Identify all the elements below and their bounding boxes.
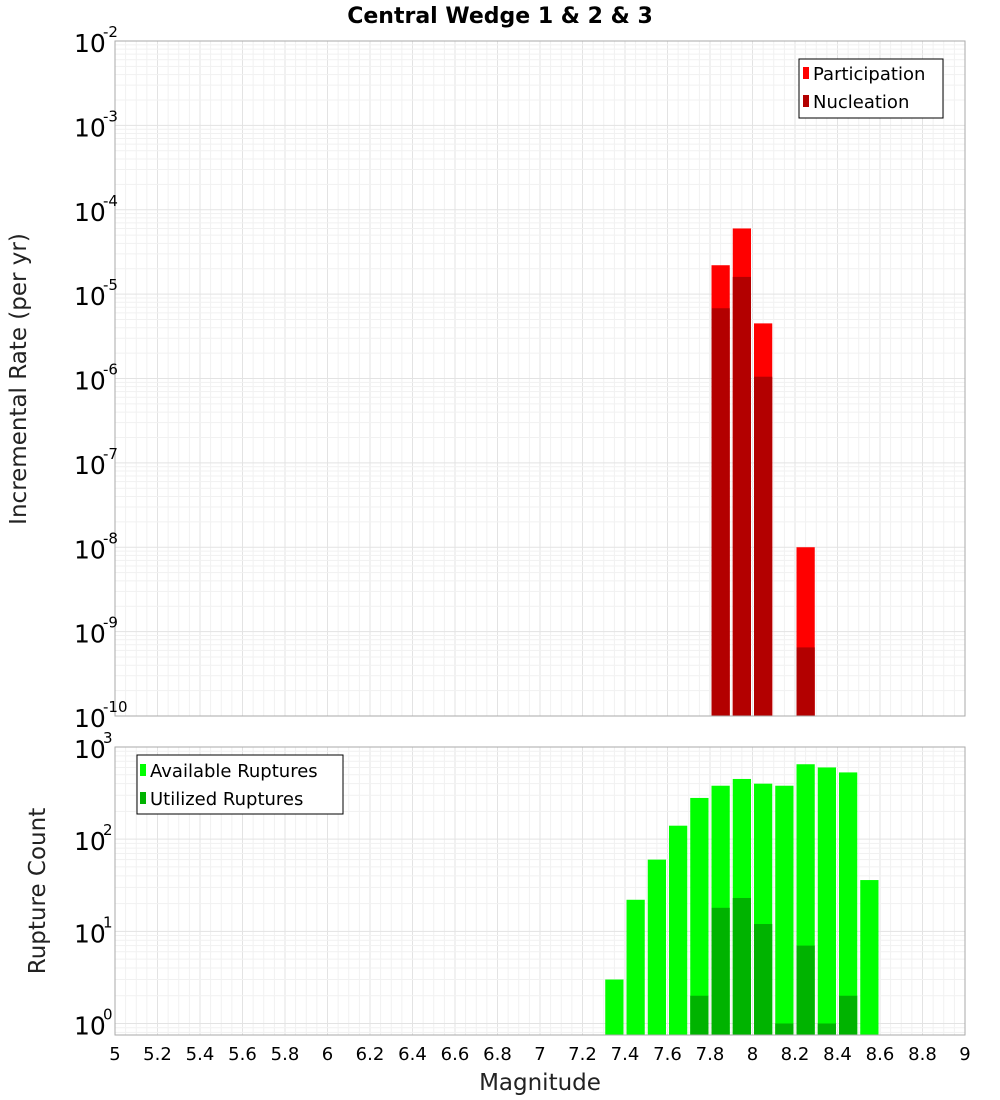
y-tick-base: 10 <box>74 620 106 649</box>
x-tick-label: 7.6 <box>653 1044 682 1065</box>
legend-label-nucleation: Nucleation <box>813 92 909 113</box>
y-tick-exponent: -9 <box>103 614 118 632</box>
y-tick-base: 10 <box>74 1011 106 1040</box>
y-tick-exponent: -3 <box>103 107 118 125</box>
y-tick-base: 10 <box>74 827 106 856</box>
x-tick-label: 5.8 <box>271 1044 300 1065</box>
y-tick-base: 10 <box>74 919 106 948</box>
x-axis-label: Magnitude <box>479 1070 601 1096</box>
x-tick-label: 7.2 <box>568 1044 597 1065</box>
bottom-bar-available-ruptures <box>839 772 858 1035</box>
top-plot-frame <box>114 40 966 717</box>
y-tick-exponent: -7 <box>103 445 118 463</box>
bottom-legend-box <box>136 754 344 815</box>
bottom-bar-utilized-ruptures <box>732 897 751 1035</box>
x-tick-label: 9 <box>959 1044 970 1065</box>
bottom-bar-available-ruptures <box>860 880 879 1035</box>
bottom-plot-y-label: Rupture Count <box>25 808 51 974</box>
x-tick-label: 5 <box>109 1044 120 1065</box>
x-tick-label: 7.4 <box>611 1044 640 1065</box>
legend-label-available: Available Ruptures <box>150 761 318 782</box>
y-tick-exponent: 1 <box>103 913 113 931</box>
bottom-bar-utilized-ruptures <box>690 995 709 1035</box>
y-tick-exponent: 3 <box>103 729 113 747</box>
x-tick-label: 8.6 <box>866 1044 895 1065</box>
bottom-bar-available-ruptures <box>775 785 794 1035</box>
y-tick-base: 10 <box>74 735 106 764</box>
bottom-bar-utilized-ruptures <box>839 995 858 1035</box>
legend-swatch-available <box>140 764 146 776</box>
top-bar-nucleation <box>711 308 730 716</box>
y-tick-exponent: -5 <box>103 276 118 294</box>
y-tick-exponent: -2 <box>103 23 118 41</box>
x-tick-label: 8.2 <box>781 1044 810 1065</box>
top-plot-y-label: Incremental Rate (per yr) <box>6 233 32 525</box>
bottom-bar-utilized-ruptures <box>711 907 730 1035</box>
x-tick-label: 6.6 <box>441 1044 470 1065</box>
top-bar-nucleation <box>754 376 773 716</box>
y-tick-base: 10 <box>74 29 106 58</box>
bottom-bar-utilized-ruptures <box>796 945 815 1035</box>
x-tick-label: 8.8 <box>908 1044 937 1065</box>
x-tick-label: 5.6 <box>228 1044 257 1065</box>
y-tick-base: 10 <box>74 198 106 227</box>
bottom-bar-utilized-ruptures <box>754 924 773 1035</box>
top-bar-nucleation <box>796 647 815 716</box>
bottom-plot-frame <box>114 746 966 1036</box>
bottom-bar-available-ruptures <box>817 767 836 1035</box>
y-tick-exponent: 0 <box>103 1005 113 1023</box>
x-tick-label: 7.8 <box>696 1044 725 1065</box>
x-tick-label: 6.8 <box>483 1044 512 1065</box>
legend-label-participation: Participation <box>813 64 925 85</box>
top-plot-y-ticks: 10-210-310-410-510-610-710-810-910-10 <box>74 23 128 733</box>
x-tick-label: 6.2 <box>356 1044 385 1065</box>
legend-swatch-utilized <box>140 792 146 804</box>
y-tick-exponent: -4 <box>103 192 118 210</box>
legend-label-utilized: Utilized Ruptures <box>150 789 303 810</box>
y-tick-exponent: -6 <box>103 361 118 379</box>
legend-swatch-nucleation <box>803 95 809 107</box>
top-plot-bars <box>711 228 815 716</box>
y-tick-base: 10 <box>74 113 106 142</box>
bottom-bar-available-ruptures <box>669 825 688 1035</box>
bottom-bar-available-ruptures <box>647 859 666 1035</box>
bottom-bar-available-ruptures <box>605 979 624 1035</box>
y-tick-base: 10 <box>74 282 106 311</box>
y-tick-base: 10 <box>74 451 106 480</box>
y-tick-base: 10 <box>74 535 106 564</box>
y-tick-base: 10 <box>74 367 106 396</box>
top-plot-grid <box>114 40 966 717</box>
y-tick-exponent: 2 <box>103 821 113 839</box>
x-tick-label: 8 <box>747 1044 758 1065</box>
x-tick-label: 5.2 <box>143 1044 172 1065</box>
x-tick-label: 6.4 <box>398 1044 427 1065</box>
bottom-bar-utilized-ruptures <box>775 1023 794 1035</box>
legend-swatch-participation <box>803 67 809 79</box>
bottom-bar-available-ruptures <box>626 899 645 1035</box>
bottom-plot-bars <box>605 764 879 1035</box>
x-tick-label: 7 <box>534 1044 545 1065</box>
x-axis-ticks: 5 5.2 5.4 5.6 5.8 6 6.2 6.4 6.6 6.8 7 7.2 7.4 7.6 7.8 8… <box>109 1044 970 1065</box>
top-plot-legend: Participation Nucleation <box>798 58 944 119</box>
y-tick-base: 10 <box>74 704 106 733</box>
chart-title: Central Wedge 1 & 2 & 3 <box>347 4 653 29</box>
bottom-bar-utilized-ruptures <box>817 1023 836 1035</box>
x-tick-label: 5.4 <box>186 1044 215 1065</box>
top-bar-nucleation <box>732 276 751 716</box>
x-tick-label: 6 <box>322 1044 333 1065</box>
x-tick-label: 8.4 <box>823 1044 852 1065</box>
top-legend-box <box>798 58 944 119</box>
y-tick-exponent: -10 <box>103 698 128 716</box>
bottom-bar-available-ruptures <box>690 797 709 1035</box>
bottom-plot-legend: Available Ruptures Utilized Ruptures <box>136 754 344 815</box>
y-tick-exponent: -8 <box>103 529 118 547</box>
